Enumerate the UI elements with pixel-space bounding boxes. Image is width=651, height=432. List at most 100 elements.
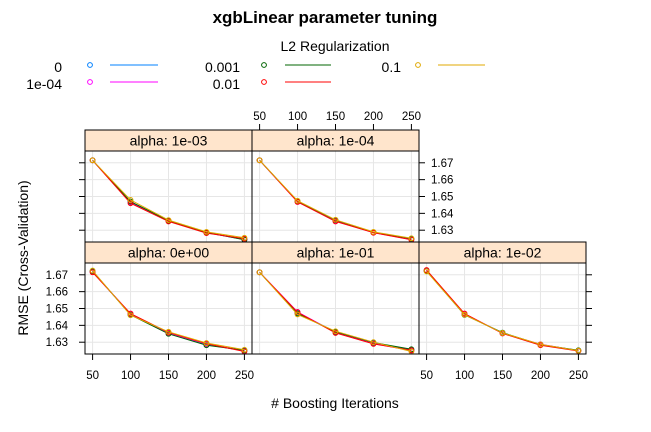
y-tick-label: 1.64 (46, 320, 69, 332)
legend-entry: 0.001 (205, 59, 331, 75)
series-line (259, 159, 412, 239)
x-tick-label: 250 (235, 370, 254, 382)
data-point (294, 311, 301, 318)
data-point (370, 339, 377, 346)
data-point (537, 341, 544, 348)
x-tick-label: 100 (121, 370, 140, 382)
y-axis-label: RMSE (Cross-Validation) (15, 180, 31, 335)
x-tick-label: 100 (288, 111, 307, 123)
series (89, 157, 248, 241)
y-tick-label: 1.65 (431, 192, 453, 204)
panel-strip-label: alpha: 1e-02 (464, 245, 542, 261)
x-tick-label: 50 (253, 111, 266, 123)
y-tick-label: 1.64 (431, 208, 454, 220)
data-point (461, 311, 468, 318)
y-tick-label: 1.67 (431, 158, 453, 170)
data-point (127, 310, 134, 317)
data-point (203, 340, 210, 346)
x-tick-label: 100 (455, 370, 474, 382)
data-point (332, 328, 339, 335)
data-point (256, 269, 263, 276)
data-point (89, 269, 96, 276)
data-point (408, 235, 415, 242)
legend-entry: 0.01 (213, 76, 331, 92)
legend-label: 0.1 (382, 59, 402, 75)
x-axis-label: # Boosting Iterations (271, 395, 399, 411)
data-point (256, 157, 263, 164)
data-point (165, 328, 172, 335)
x-tick-label: 150 (493, 370, 512, 382)
y-tick-label: 1.66 (46, 287, 68, 299)
panel: alpha: 1e-01 (251, 241, 420, 355)
data-point (203, 228, 210, 235)
series-line (92, 270, 245, 351)
legend-label: 0 (54, 59, 62, 75)
data-point (241, 234, 248, 241)
series-line (426, 271, 579, 352)
data-point (423, 268, 430, 275)
data-point (89, 157, 96, 164)
legend-title: L2 Regularization (281, 38, 390, 54)
panel: alpha: 1e-04 (251, 129, 420, 243)
series (423, 268, 582, 354)
series (256, 157, 415, 242)
data-point (370, 340, 377, 347)
y-tick-label: 1.63 (46, 337, 68, 349)
data-point (575, 347, 582, 354)
panel-strip-label: alpha: 1e-04 (297, 133, 375, 149)
legend-entry: 0 (54, 59, 158, 75)
panel: alpha: 1e-03 (84, 129, 253, 243)
legend-label: 1e-04 (26, 76, 62, 92)
series-line (259, 159, 412, 241)
panel-strip-label: alpha: 1e-03 (130, 133, 208, 149)
x-tick-label: 200 (197, 370, 216, 382)
x-tick-label: 150 (326, 111, 345, 123)
legend-entry: 0.1 (382, 59, 485, 75)
y-tick-label: 1.67 (46, 270, 68, 282)
series-line (259, 271, 412, 351)
x-tick-label: 250 (569, 370, 588, 382)
data-point (89, 267, 96, 274)
data-point (127, 196, 134, 203)
legend-marker (87, 79, 93, 85)
legend-marker (261, 79, 267, 85)
panel: alpha: 1e-02 (418, 241, 587, 355)
data-point (370, 228, 377, 235)
data-point (294, 197, 301, 204)
data-point (165, 217, 172, 223)
series (89, 267, 248, 353)
series-line (259, 271, 412, 352)
y-tick-label: 1.63 (431, 225, 453, 237)
data-point (499, 330, 506, 336)
axes: 50 100 150 200 250 50 100 150 200 250 50 100 150 200 2… (46, 111, 592, 382)
data-point (332, 216, 339, 223)
x-tick-label: 50 (420, 370, 433, 382)
x-tick-label: 150 (159, 370, 178, 382)
x-tick-label: 200 (364, 111, 383, 123)
series-line (92, 159, 245, 240)
legend-label: 0.01 (213, 76, 240, 92)
panel-strip-label: alpha: 0e+00 (128, 245, 210, 261)
y-tick-label: 1.66 (431, 175, 453, 187)
plot-panels: alpha: 1e-03 alpha: 1e-04 alpha: 0e+00 alph… (84, 129, 587, 355)
legend-marker (87, 62, 93, 68)
series-line (92, 159, 245, 239)
legend-marker (415, 62, 421, 68)
y-tick-label: 1.65 (46, 304, 68, 316)
x-tick-label: 200 (531, 370, 550, 382)
legend-marker (261, 62, 267, 68)
panel-strip-label: alpha: 1e-01 (297, 245, 375, 261)
data-point (332, 218, 339, 225)
data-point (127, 200, 134, 207)
legend-label: 0.001 (205, 59, 240, 75)
x-tick-label: 250 (402, 111, 421, 123)
data-point (332, 330, 339, 336)
data-point (241, 346, 248, 353)
legend-entry: 1e-04 (26, 76, 158, 92)
panel: alpha: 0e+00 (84, 241, 253, 355)
chart-title: xgbLinear parameter tuning (213, 8, 438, 27)
x-tick-label: 50 (86, 370, 99, 382)
data-point (127, 312, 134, 319)
